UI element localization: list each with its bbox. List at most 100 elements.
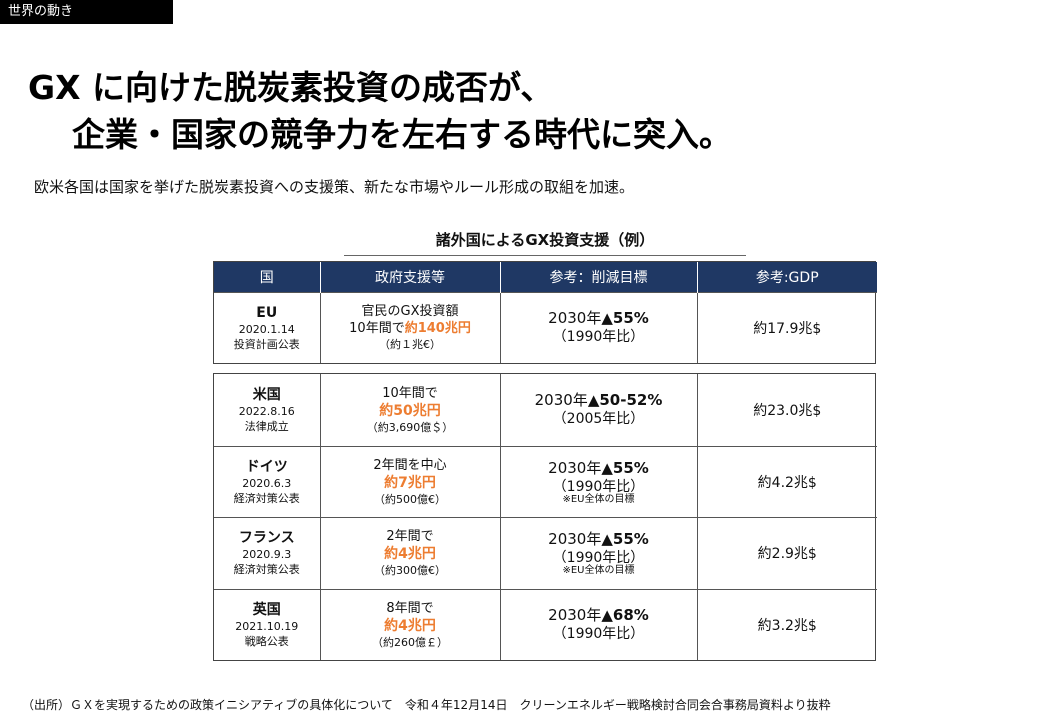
- support-line2: 10年間で約140兆円: [321, 320, 500, 337]
- country-date: 2020.6.3: [242, 476, 292, 490]
- country-name: EU: [256, 304, 278, 321]
- gdp-value: 約4.2兆$: [757, 474, 817, 491]
- support-amount: 約50兆円: [379, 402, 441, 419]
- target-value: ▲68%: [601, 606, 649, 625]
- support-note: （約500億€）: [374, 492, 446, 506]
- title-line-2: 企業・国家の競争力を左右する時代に突入。: [72, 115, 732, 154]
- target-note: ※EU全体の目標: [562, 565, 635, 576]
- country-name: フランス: [238, 530, 295, 546]
- target-cell: 2030年▲55% （1990年比）: [500, 291, 698, 363]
- support-note: （約260億￡）: [372, 635, 448, 649]
- target-base: （1990年比）: [552, 329, 645, 346]
- table-header-row: 国 政府支援等 参考：削減目標 参考:GDP: [214, 262, 877, 292]
- gdp-value: 約2.9兆$: [757, 546, 817, 562]
- table-row: フランス 2020.9.3 経済対策公表 2年間で 約4兆円 （約300億€） …: [214, 516, 877, 589]
- gdp-value: 約17.9兆$: [753, 320, 822, 337]
- target-line: 2030年▲68%: [501, 606, 697, 625]
- target-note: ※EU全体の目標: [562, 493, 635, 505]
- table-row: 英国 2021.10.19 戦略公表 8年間で 約4兆円 （約260億￡） 20…: [214, 588, 877, 660]
- support-amount: 約7兆円: [384, 474, 436, 491]
- country-date: 2021.10.19: [235, 619, 299, 633]
- table-title: 諸外国によるGX投資支援（例）: [344, 229, 746, 256]
- country-cell: ドイツ 2020.6.3 経済対策公表: [214, 445, 321, 517]
- country-label: 経済対策公表: [233, 491, 300, 505]
- country-label: 経済対策公表: [233, 563, 300, 576]
- target-year: 2030年: [548, 309, 602, 328]
- table-row: EU 2020.1.14 投資計画公表 官民のGX投資額 10年間で約140兆円…: [214, 291, 877, 363]
- support-cell: 2年間を中心 約7兆円 （約500億€）: [320, 445, 501, 517]
- country-name: 米国: [252, 386, 281, 403]
- target-year: 2030年: [548, 530, 602, 548]
- support-amount: 約4兆円: [384, 546, 436, 562]
- table-row: ドイツ 2020.6.3 経済対策公表 2年間を中心 約7兆円 （約500億€）…: [214, 445, 877, 517]
- target-cell: 2030年▲55% （1990年比） ※EU全体の目標: [500, 445, 698, 517]
- target-value: ▲55%: [601, 309, 649, 328]
- target-base: （2005年比）: [552, 411, 645, 428]
- target-line: 2030年▲50-52%: [501, 391, 697, 410]
- support-amount: 約4兆円: [384, 617, 436, 634]
- target-cell: 2030年▲55% （1990年比） ※EU全体の目標: [500, 516, 698, 589]
- support-cell: 8年間で 約4兆円 （約260億￡）: [320, 588, 501, 660]
- country-name: ドイツ: [245, 458, 288, 475]
- table-countries: 米国 2022.8.16 法律成立 10年間で 約50兆円 （約3,690億＄）…: [214, 374, 877, 660]
- support-note: （約１兆€）: [379, 338, 441, 352]
- support-line1: 官民のGX投資額: [361, 304, 459, 320]
- target-year: 2030年: [548, 458, 602, 477]
- table-eu-box: 国 政府支援等 参考：削減目標 参考:GDP EU 2020.1.14 投資計画…: [213, 261, 877, 364]
- gdp-value: 約23.0兆$: [753, 402, 822, 419]
- header-country: 国: [214, 262, 321, 292]
- country-cell: 英国 2021.10.19 戦略公表: [214, 588, 321, 660]
- country-name: 英国: [252, 601, 281, 618]
- table-eu: 国 政府支援等 参考：削減目標 参考:GDP EU 2020.1.14 投資計画…: [214, 262, 877, 363]
- gdp-cell: 約3.2兆$: [697, 588, 877, 660]
- gdp-cell: 約17.9兆$: [697, 291, 877, 363]
- support-amount: 約140兆円: [404, 321, 471, 337]
- page-subtitle: 欧米各国は国家を挙げた脱炭素投資への支援策、新たな市場やルール形成の取組を加速。: [34, 178, 635, 196]
- target-line: 2030年▲55%: [501, 530, 697, 549]
- target-base: （1990年比）: [552, 626, 645, 643]
- country-cell: 米国 2022.8.16 法律成立: [214, 374, 321, 446]
- source-note: （出所）ＧＸを実現するための政策イニシアティブの具体化について 令和４年12月1…: [22, 698, 831, 712]
- gdp-cell: 約2.9兆$: [697, 516, 877, 589]
- country-cell: EU 2020.1.14 投資計画公表: [214, 291, 321, 363]
- target-cell: 2030年▲50-52% （2005年比）: [500, 374, 698, 446]
- country-date: 2020.1.14: [238, 322, 295, 336]
- country-label: 戦略公表: [244, 634, 289, 648]
- support-line1: 10年間で: [382, 385, 438, 401]
- target-value: ▲55%: [601, 530, 649, 548]
- page-title: GX に向けた脱炭素投資の成否が、 企業・国家の競争力を左右する時代に突入。: [28, 64, 1028, 158]
- support-cell: 10年間で 約50兆円 （約3,690億＄）: [320, 374, 501, 446]
- support-note: （約3,690億＄）: [366, 420, 454, 434]
- country-cell: フランス 2020.9.3 経済対策公表: [214, 516, 321, 589]
- support-line1: 8年間で: [386, 600, 434, 616]
- table-row: 米国 2022.8.16 法律成立 10年間で 約50兆円 （約3,690億＄）…: [214, 374, 877, 446]
- title-line-1: GX に向けた脱炭素投資の成否が、: [28, 68, 554, 107]
- target-value: ▲50-52%: [587, 391, 663, 410]
- header-gdp: 参考:GDP: [697, 262, 877, 292]
- target-line: 2030年▲55%: [501, 309, 697, 328]
- target-line: 2030年▲55%: [501, 459, 697, 478]
- support-cell: 2年間で 約4兆円 （約300億€）: [320, 516, 501, 589]
- country-label: 投資計画公表: [233, 337, 300, 351]
- country-label: 法律成立: [244, 419, 289, 433]
- gdp-cell: 約23.0兆$: [697, 374, 877, 446]
- target-cell: 2030年▲68% （1990年比）: [500, 588, 698, 660]
- target-year: 2030年: [534, 391, 588, 410]
- header-support: 政府支援等: [320, 262, 501, 292]
- support-cell: 官民のGX投資額 10年間で約140兆円 （約１兆€）: [320, 291, 501, 363]
- target-base: （1990年比）: [552, 478, 645, 495]
- support-prefix: 10年間で: [349, 321, 405, 337]
- gdp-value: 約3.2兆$: [757, 617, 817, 634]
- header-target: 参考：削減目標: [500, 262, 698, 292]
- target-value: ▲55%: [601, 458, 649, 477]
- country-date: 2022.8.16: [238, 404, 295, 418]
- table-countries-box: 米国 2022.8.16 法律成立 10年間で 約50兆円 （約3,690億＄）…: [213, 373, 877, 661]
- target-base: （1990年比）: [552, 550, 645, 566]
- section-tag: 世界の動き: [0, 0, 173, 24]
- target-year: 2030年: [548, 606, 602, 625]
- support-line1: 2年間を中心: [373, 457, 447, 473]
- support-note: （約300億€）: [374, 564, 446, 577]
- gdp-cell: 約4.2兆$: [697, 445, 877, 517]
- support-line1: 2年間で: [386, 529, 434, 544]
- country-date: 2020.9.3: [242, 548, 292, 561]
